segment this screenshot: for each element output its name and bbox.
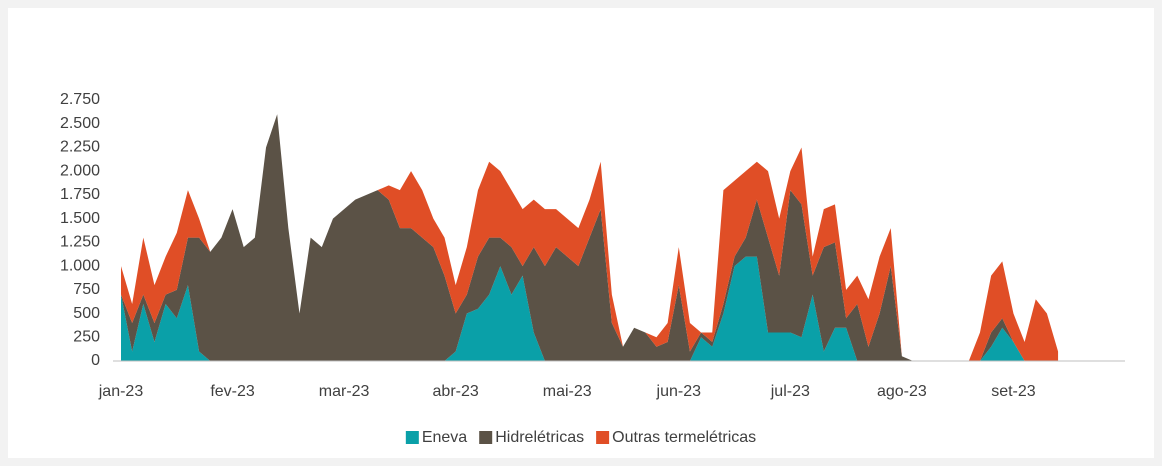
y-tick-label: 0 bbox=[91, 352, 100, 369]
y-tick-label: 1.000 bbox=[60, 257, 100, 274]
legend-swatch bbox=[479, 431, 493, 444]
y-tick-label: 1.750 bbox=[60, 186, 100, 203]
x-tick-label: abr-23 bbox=[433, 383, 479, 400]
legend-swatch bbox=[405, 431, 419, 444]
x-tick-label: mai-23 bbox=[543, 383, 592, 400]
y-tick-label: 500 bbox=[73, 305, 100, 322]
legend-label: Eneva bbox=[422, 429, 467, 446]
area bbox=[121, 114, 1059, 362]
y-tick-label: 250 bbox=[73, 328, 100, 345]
legend-label: Outras termelétricas bbox=[612, 429, 756, 446]
legend-item: Outras termelétricas bbox=[596, 429, 756, 446]
y-tick-label: 2.000 bbox=[60, 162, 100, 179]
legend-label: Hidrelétricas bbox=[495, 429, 584, 446]
y-tick-label: 2.750 bbox=[60, 91, 100, 108]
y-tick-label: 1.500 bbox=[60, 210, 100, 227]
legend-item: Eneva bbox=[405, 429, 467, 446]
x-tick-label: fev-23 bbox=[210, 383, 255, 400]
legend-item: Hidrelétricas bbox=[479, 429, 584, 446]
x-tick-label: mar-23 bbox=[319, 383, 370, 400]
x-tick-label: ago-23 bbox=[877, 383, 927, 400]
x-tick-label: jun-23 bbox=[656, 383, 702, 400]
legend: Eneva Hidrelétricas Outras termelétricas bbox=[405, 429, 756, 446]
y-tick-label: 2.500 bbox=[60, 115, 100, 132]
y-tick-label: 750 bbox=[73, 281, 100, 298]
x-tick-label: jan-23 bbox=[98, 383, 144, 400]
x-tick-label: jul-23 bbox=[770, 383, 810, 400]
y-tick-label: 1.250 bbox=[60, 234, 100, 251]
legend-swatch bbox=[596, 431, 610, 444]
y-tick-label: 2.250 bbox=[60, 139, 100, 156]
x-tick-label: set-23 bbox=[991, 383, 1036, 400]
